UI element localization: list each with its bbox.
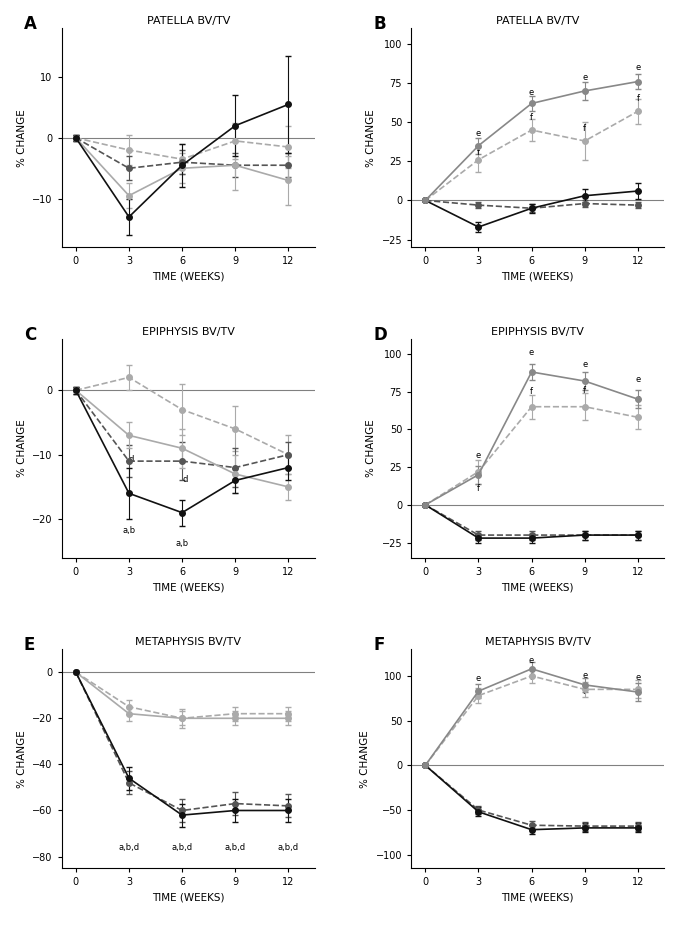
Text: f: f: [530, 674, 533, 682]
Y-axis label: % CHANGE: % CHANGE: [16, 419, 27, 477]
Y-axis label: % CHANGE: % CHANGE: [16, 729, 27, 787]
X-axis label: TIME (WEEKS): TIME (WEEKS): [152, 893, 225, 902]
Text: f: f: [530, 387, 533, 396]
Text: B: B: [373, 15, 386, 33]
Text: F: F: [373, 636, 384, 654]
Legend: OVX+Sal, OVX+E+Sal, OVX+IA, OVX+E+IA: OVX+Sal, OVX+E+Sal, OVX+IA, OVX+E+IA: [411, 247, 599, 283]
Text: e: e: [635, 63, 640, 72]
Text: e: e: [529, 348, 534, 357]
X-axis label: TIME (WEEKS): TIME (WEEKS): [501, 583, 574, 592]
Y-axis label: % CHANGE: % CHANGE: [366, 109, 376, 166]
Text: f: f: [583, 124, 586, 133]
Text: f: f: [583, 386, 586, 394]
Text: f: f: [477, 690, 480, 698]
Text: A: A: [24, 15, 36, 33]
Legend: Sham+Sal, OVX+Sal, Sham+IA, OVX+IA: Sham+Sal, OVX+Sal, Sham+IA, OVX+IA: [62, 247, 236, 283]
Text: a,b: a,b: [123, 526, 136, 535]
Text: f: f: [530, 114, 533, 122]
Text: e: e: [476, 129, 481, 138]
Text: f: f: [583, 687, 586, 695]
Title: PATELLA BV/TV: PATELLA BV/TV: [496, 16, 580, 26]
Text: e: e: [582, 73, 587, 81]
Text: d: d: [129, 455, 134, 464]
Text: f: f: [636, 95, 639, 103]
Text: f: f: [636, 396, 639, 405]
Title: EPIPHYSIS BV/TV: EPIPHYSIS BV/TV: [491, 326, 584, 337]
Text: e: e: [582, 360, 587, 369]
Text: a,b,d: a,b,d: [278, 843, 299, 852]
Text: f: f: [636, 690, 639, 698]
Text: d: d: [182, 475, 188, 483]
Text: e: e: [529, 88, 534, 97]
Title: PATELLA BV/TV: PATELLA BV/TV: [147, 16, 230, 26]
Text: a,b,d: a,b,d: [119, 843, 140, 852]
Text: e: e: [635, 375, 640, 384]
Text: a,b,d: a,b,d: [171, 843, 192, 852]
Legend: OVX+Sal, OVX+E+Sal, OVX+IA, OVX+E+IA: OVX+Sal, OVX+E+Sal, OVX+IA, OVX+E+IA: [411, 868, 599, 903]
Text: f: f: [477, 148, 480, 157]
Text: e: e: [529, 657, 534, 665]
Text: e: e: [635, 674, 640, 682]
X-axis label: TIME (WEEKS): TIME (WEEKS): [152, 583, 225, 592]
Text: f: f: [477, 483, 480, 493]
Y-axis label: % CHANGE: % CHANGE: [16, 109, 27, 166]
Text: e: e: [476, 674, 481, 683]
Text: e: e: [476, 450, 481, 460]
Text: a,b: a,b: [175, 539, 188, 548]
Y-axis label: % CHANGE: % CHANGE: [366, 419, 376, 477]
Text: E: E: [24, 636, 35, 654]
Legend: Sham+Sal, OVX+Sal, Sham+IA, OVX+IA: Sham+Sal, OVX+Sal, Sham+IA, OVX+IA: [62, 868, 236, 903]
Legend: OVX+Sal, OVX+E+Sal, OVX+IA, OVX+E+IA: OVX+Sal, OVX+E+Sal, OVX+IA, OVX+E+IA: [411, 558, 599, 593]
Text: e: e: [582, 672, 587, 680]
X-axis label: TIME (WEEKS): TIME (WEEKS): [152, 272, 225, 282]
Legend: Sham+Sal, OVX+Sal, Sham+IA, OVX+IA: Sham+Sal, OVX+Sal, Sham+IA, OVX+IA: [62, 558, 236, 593]
Title: EPIPHYSIS BV/TV: EPIPHYSIS BV/TV: [142, 326, 235, 337]
Title: METAPHYSIS BV/TV: METAPHYSIS BV/TV: [485, 637, 590, 647]
Title: METAPHYSIS BV/TV: METAPHYSIS BV/TV: [136, 637, 241, 647]
Text: D: D: [373, 325, 387, 343]
Text: C: C: [24, 325, 36, 343]
Y-axis label: % CHANGE: % CHANGE: [360, 729, 370, 787]
Text: a,b,d: a,b,d: [225, 843, 246, 852]
X-axis label: TIME (WEEKS): TIME (WEEKS): [501, 272, 574, 282]
X-axis label: TIME (WEEKS): TIME (WEEKS): [501, 893, 574, 902]
